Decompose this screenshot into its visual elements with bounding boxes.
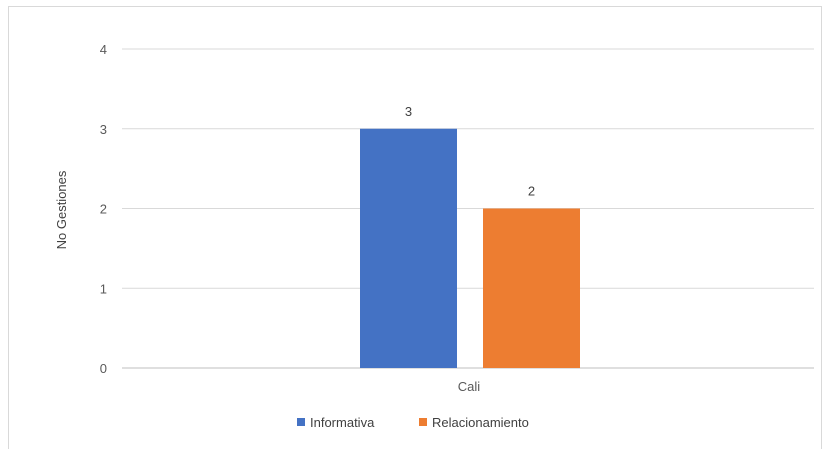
legend: Informativa Relacionamiento: [297, 415, 529, 430]
bars: [360, 128, 580, 368]
y-tick-labels: 0 1 2 3 4: [100, 42, 107, 376]
bar-informativa: [360, 128, 457, 368]
data-labels: 32: [405, 104, 535, 199]
y-axis-title: No Gestiones: [54, 170, 69, 249]
gridlines: [122, 48, 814, 369]
y-tick-label: 1: [100, 281, 107, 296]
data-label-relacionamiento: 2: [528, 184, 535, 199]
y-tick-label: 2: [100, 202, 107, 217]
data-label-informativa: 3: [405, 104, 412, 119]
x-tick-labels: Cali: [458, 379, 481, 394]
legend-swatch-informativa: [297, 418, 305, 426]
legend-swatch-relacionamiento: [419, 418, 427, 426]
y-tick-label: 3: [100, 122, 107, 137]
bar-relacionamiento: [483, 208, 580, 368]
y-tick-label: 0: [100, 361, 107, 376]
x-tick-label: Cali: [458, 379, 481, 394]
legend-label-relacionamiento: Relacionamiento: [432, 415, 529, 430]
legend-label-informativa: Informativa: [310, 415, 375, 430]
y-tick-label: 4: [100, 42, 107, 57]
